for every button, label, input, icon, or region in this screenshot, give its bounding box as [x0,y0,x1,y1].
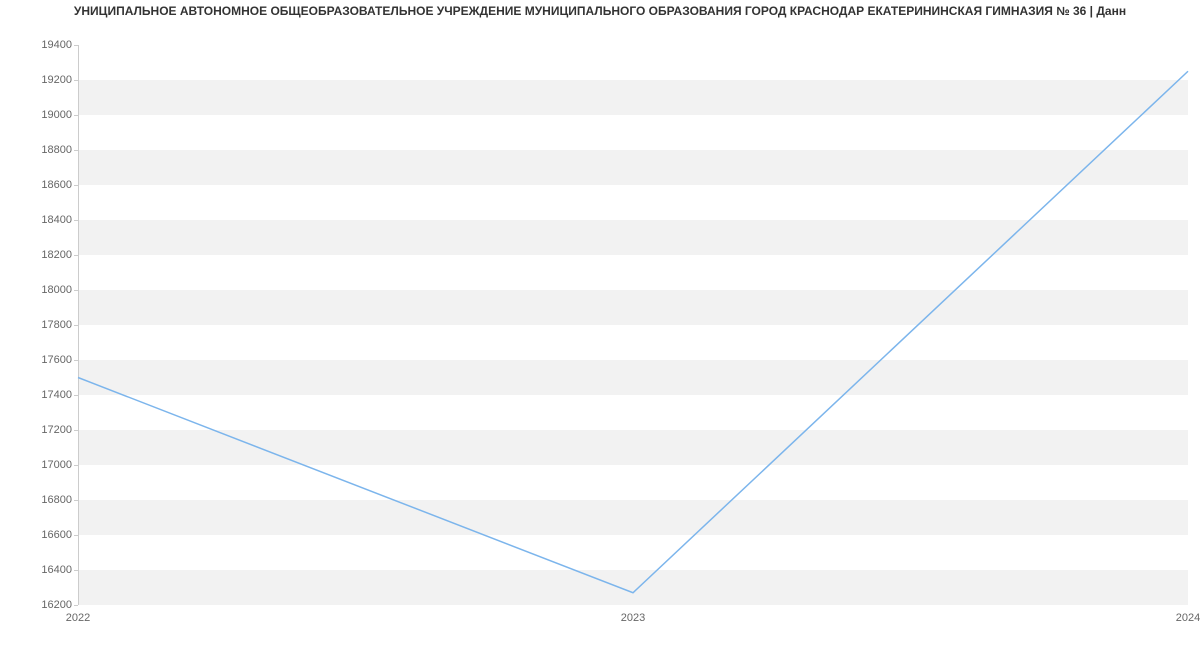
chart-container: УНИЦИПАЛЬНОЕ АВТОНОМНОЕ ОБЩЕОБРАЗОВАТЕЛЬ… [0,0,1200,650]
y-tick [74,290,78,291]
y-axis-label: 18600 [41,179,72,191]
y-axis-label: 16400 [41,564,72,576]
y-tick [74,570,78,571]
chart-title: УНИЦИПАЛЬНОЕ АВТОНОМНОЕ ОБЩЕОБРАЗОВАТЕЛЬ… [0,4,1200,18]
y-tick [74,500,78,501]
y-axis-label: 19000 [41,109,72,121]
y-axis-label: 17800 [41,319,72,331]
y-axis-label: 16600 [41,529,72,541]
y-tick [74,325,78,326]
y-tick [74,430,78,431]
x-axis-label: 2023 [621,612,645,624]
plot-area [78,45,1188,605]
y-axis-label: 18000 [41,284,72,296]
y-axis-label: 19200 [41,74,72,86]
y-tick [74,45,78,46]
y-tick [74,220,78,221]
y-tick [74,395,78,396]
y-tick [74,115,78,116]
y-axis-label: 17400 [41,389,72,401]
y-axis-label: 17600 [41,354,72,366]
y-axis-label: 18200 [41,249,72,261]
y-axis-label: 19400 [41,39,72,51]
y-tick [74,150,78,151]
x-axis-label: 2024 [1176,612,1200,624]
y-tick [74,605,78,606]
y-tick [74,535,78,536]
y-tick [74,185,78,186]
y-axis-label: 16200 [41,599,72,611]
x-axis-label: 2022 [66,612,90,624]
y-axis-label: 18800 [41,144,72,156]
y-tick [74,465,78,466]
y-tick [74,255,78,256]
y-tick [74,360,78,361]
y-axis-label: 17000 [41,459,72,471]
y-axis-label: 16800 [41,494,72,506]
y-axis-label: 17200 [41,424,72,436]
y-axis-label: 18400 [41,214,72,226]
line-series [78,45,1188,605]
y-tick [74,80,78,81]
